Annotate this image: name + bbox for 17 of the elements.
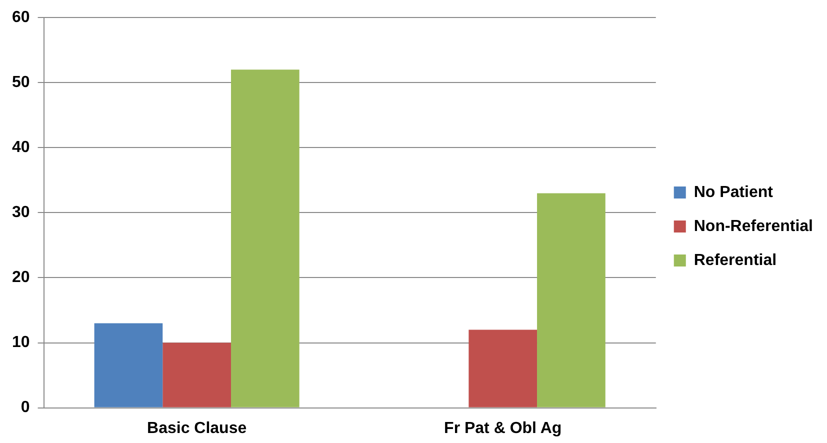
legend-label: Referential	[694, 252, 777, 269]
legend-label: No Patient	[694, 184, 774, 201]
bar	[230, 70, 300, 408]
y-tick-label: 0	[20, 399, 30, 416]
legend-label: Non-Referential	[694, 218, 813, 235]
y-tick-label: 30	[12, 204, 30, 222]
bar	[537, 193, 606, 408]
bar	[468, 330, 538, 408]
y-tick-label: 10	[12, 334, 30, 352]
y-tick-label: 40	[12, 139, 30, 156]
y-tick-label: 50	[12, 74, 30, 92]
bar	[162, 342, 231, 408]
x-tick-label: Fr Pat & Obl Ag	[444, 420, 562, 437]
y-tick-label: 60	[12, 9, 30, 26]
bar	[94, 323, 163, 408]
y-tick-label: 20	[12, 269, 30, 286]
x-tick-label: Basic Clause	[147, 420, 247, 437]
